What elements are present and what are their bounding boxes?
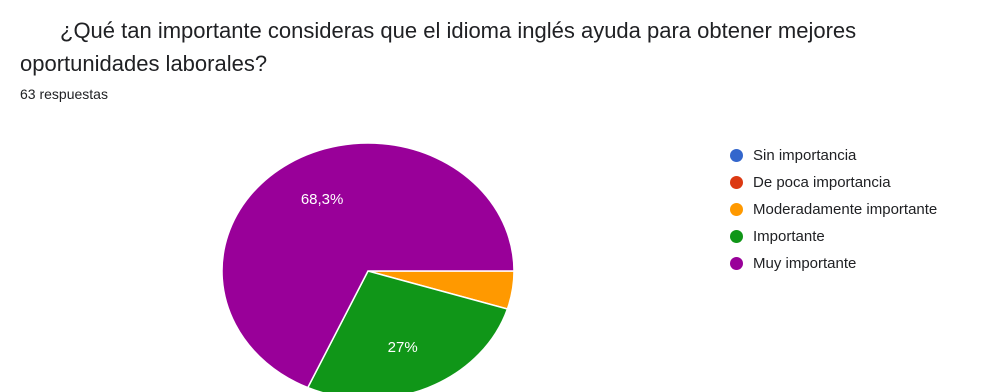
legend-item: Sin importancia [730, 142, 937, 169]
pie-slice-muy-importante [221, 142, 515, 389]
question-title: ¿Qué tan importante consideras que el id… [20, 18, 857, 76]
pie-data-label: 27% [388, 339, 418, 356]
legend-label: Muy importante [753, 255, 857, 272]
legend-swatch [730, 149, 743, 162]
legend-swatch [730, 203, 743, 216]
legend-swatch [730, 257, 743, 270]
legend-label: Moderadamente importante [753, 201, 938, 218]
pie-slice-importante [306, 270, 509, 392]
chart-legend: Sin importancia De poca importancia Modera… [730, 142, 937, 277]
legend-swatch [730, 230, 743, 243]
response-count: 63 respuestas [20, 86, 108, 102]
legend-item: Moderadamente importante [730, 196, 937, 223]
legend-item: Muy importante [730, 250, 937, 277]
legend-item: De poca importancia [730, 169, 937, 196]
legend-swatch [730, 176, 743, 189]
legend-item: Importante [730, 223, 937, 250]
legend-label: De poca importancia [753, 174, 891, 191]
legend-label: Sin importancia [753, 147, 857, 164]
legend-label: Importante [753, 228, 825, 245]
pie-data-label: 68,3% [301, 191, 344, 208]
